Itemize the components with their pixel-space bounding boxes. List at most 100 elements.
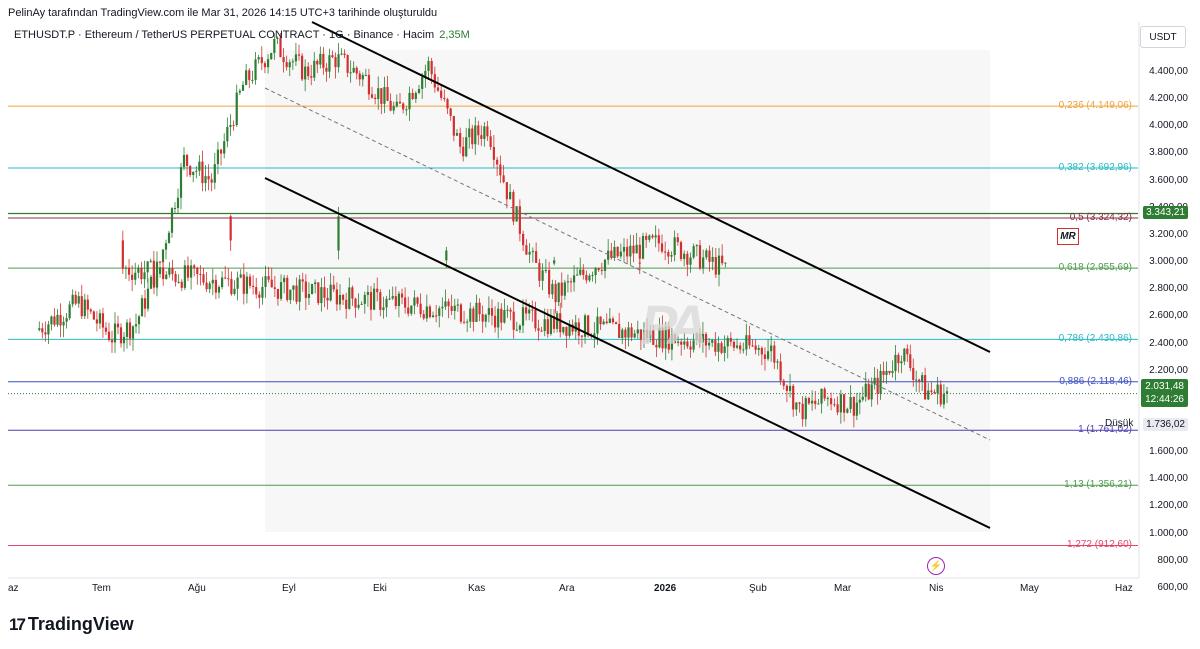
lightning-icon[interactable]: ⚡ (927, 557, 945, 575)
candle-body (698, 245, 702, 269)
candle-body (616, 246, 619, 257)
candle-body (168, 268, 171, 275)
candle-body (515, 206, 518, 222)
candle-body (560, 282, 563, 296)
candle-body (603, 259, 607, 271)
price-tick-label: 3.600,00 (1149, 174, 1188, 186)
candle-body (413, 297, 416, 306)
candle-body (248, 70, 251, 81)
time-tick-label: Şub (749, 583, 767, 594)
candle-body (137, 267, 140, 273)
mr-indicator-badge[interactable]: MR (1057, 228, 1079, 245)
candle-body (613, 246, 616, 258)
candle-body (562, 326, 565, 333)
candle-body (417, 88, 421, 93)
candle-body (770, 345, 773, 352)
price-tick-label: 4.400,00 (1149, 66, 1188, 77)
candle-body (826, 398, 829, 400)
candle-body (364, 74, 367, 76)
candle-body (286, 277, 289, 301)
candle-body (282, 57, 285, 63)
candle-body (505, 182, 508, 200)
candle-body (548, 270, 551, 295)
candle-body (852, 397, 855, 416)
candle-body (804, 398, 807, 420)
candle-body (891, 370, 894, 373)
candle-body (580, 335, 584, 337)
candle-body (152, 260, 155, 285)
time-tick-label: 2026 (654, 583, 677, 594)
candle-body (325, 67, 328, 72)
candle-body (438, 308, 441, 316)
candle-body (450, 306, 453, 311)
candle-body (870, 384, 873, 400)
candle-body (444, 301, 447, 307)
candle-body (535, 251, 538, 263)
candle-body (367, 74, 371, 95)
candle-body (776, 361, 779, 363)
candle-body (704, 333, 708, 346)
candle-body (509, 309, 512, 312)
candle-body (257, 57, 260, 60)
candle-body (183, 265, 186, 288)
candle-body (754, 345, 757, 350)
candle-body (735, 345, 739, 348)
candle-body (238, 90, 241, 93)
symbol-description[interactable]: ETHUSDT.P · Ethereum / TetherUS PERPETUA… (14, 29, 435, 41)
candle-body (314, 282, 317, 285)
candle-body (537, 328, 540, 331)
candle-body (385, 298, 388, 308)
candle-body (579, 269, 582, 275)
time-tick-label: May (1020, 583, 1039, 594)
candle-body (861, 396, 864, 400)
candle-body (583, 315, 587, 337)
pa-watermark-logo: PA (640, 293, 708, 356)
candle-body (407, 307, 410, 314)
candle-body (207, 176, 210, 180)
candle-body (173, 207, 177, 209)
candle-body (531, 251, 534, 253)
candle-body (515, 329, 518, 331)
low-label: Düşük (1105, 418, 1134, 429)
fib-level-label: 0,236 (4.149,06) (1058, 100, 1132, 112)
candle-body (680, 341, 683, 345)
candle-body (377, 88, 380, 100)
candle-body (322, 53, 325, 68)
fib-level-label: 0,5 (3.324,32) (1069, 212, 1132, 224)
candle-body (888, 370, 891, 373)
candle-body (864, 383, 867, 397)
candle-body (627, 327, 630, 338)
candle-body (882, 370, 885, 375)
candle-body (116, 323, 120, 328)
candle-body (714, 340, 717, 352)
price-tick-label: 3.200,00 (1149, 228, 1188, 240)
candle-body (673, 237, 676, 256)
time-tick-label: Kas (468, 583, 486, 594)
candle-body (386, 87, 389, 101)
candle-body (283, 277, 286, 283)
candle-body (233, 288, 236, 295)
candle-body (266, 59, 270, 68)
candle-body (310, 284, 314, 295)
price-tick-label: 1.000,00 (1149, 527, 1188, 539)
candle-body (363, 294, 366, 304)
candle-body (455, 133, 459, 136)
candle-body (638, 244, 641, 259)
tradingview-logo[interactable]: 17 TradingView (9, 614, 134, 635)
candle-body (544, 270, 547, 272)
candle-body (521, 307, 525, 326)
currency-selector[interactable]: USDT (1140, 26, 1186, 48)
candle-body (711, 340, 714, 343)
candle-body (465, 137, 468, 157)
candle-body (245, 70, 248, 85)
candle-body (288, 62, 291, 68)
candle-body (645, 329, 649, 339)
fib-range-shade (265, 50, 990, 532)
candle-body (174, 274, 177, 282)
candle-body (205, 282, 208, 290)
candle-body (602, 321, 605, 325)
candle-body (224, 277, 227, 279)
candle-body (131, 326, 135, 339)
candle-body (810, 400, 814, 404)
